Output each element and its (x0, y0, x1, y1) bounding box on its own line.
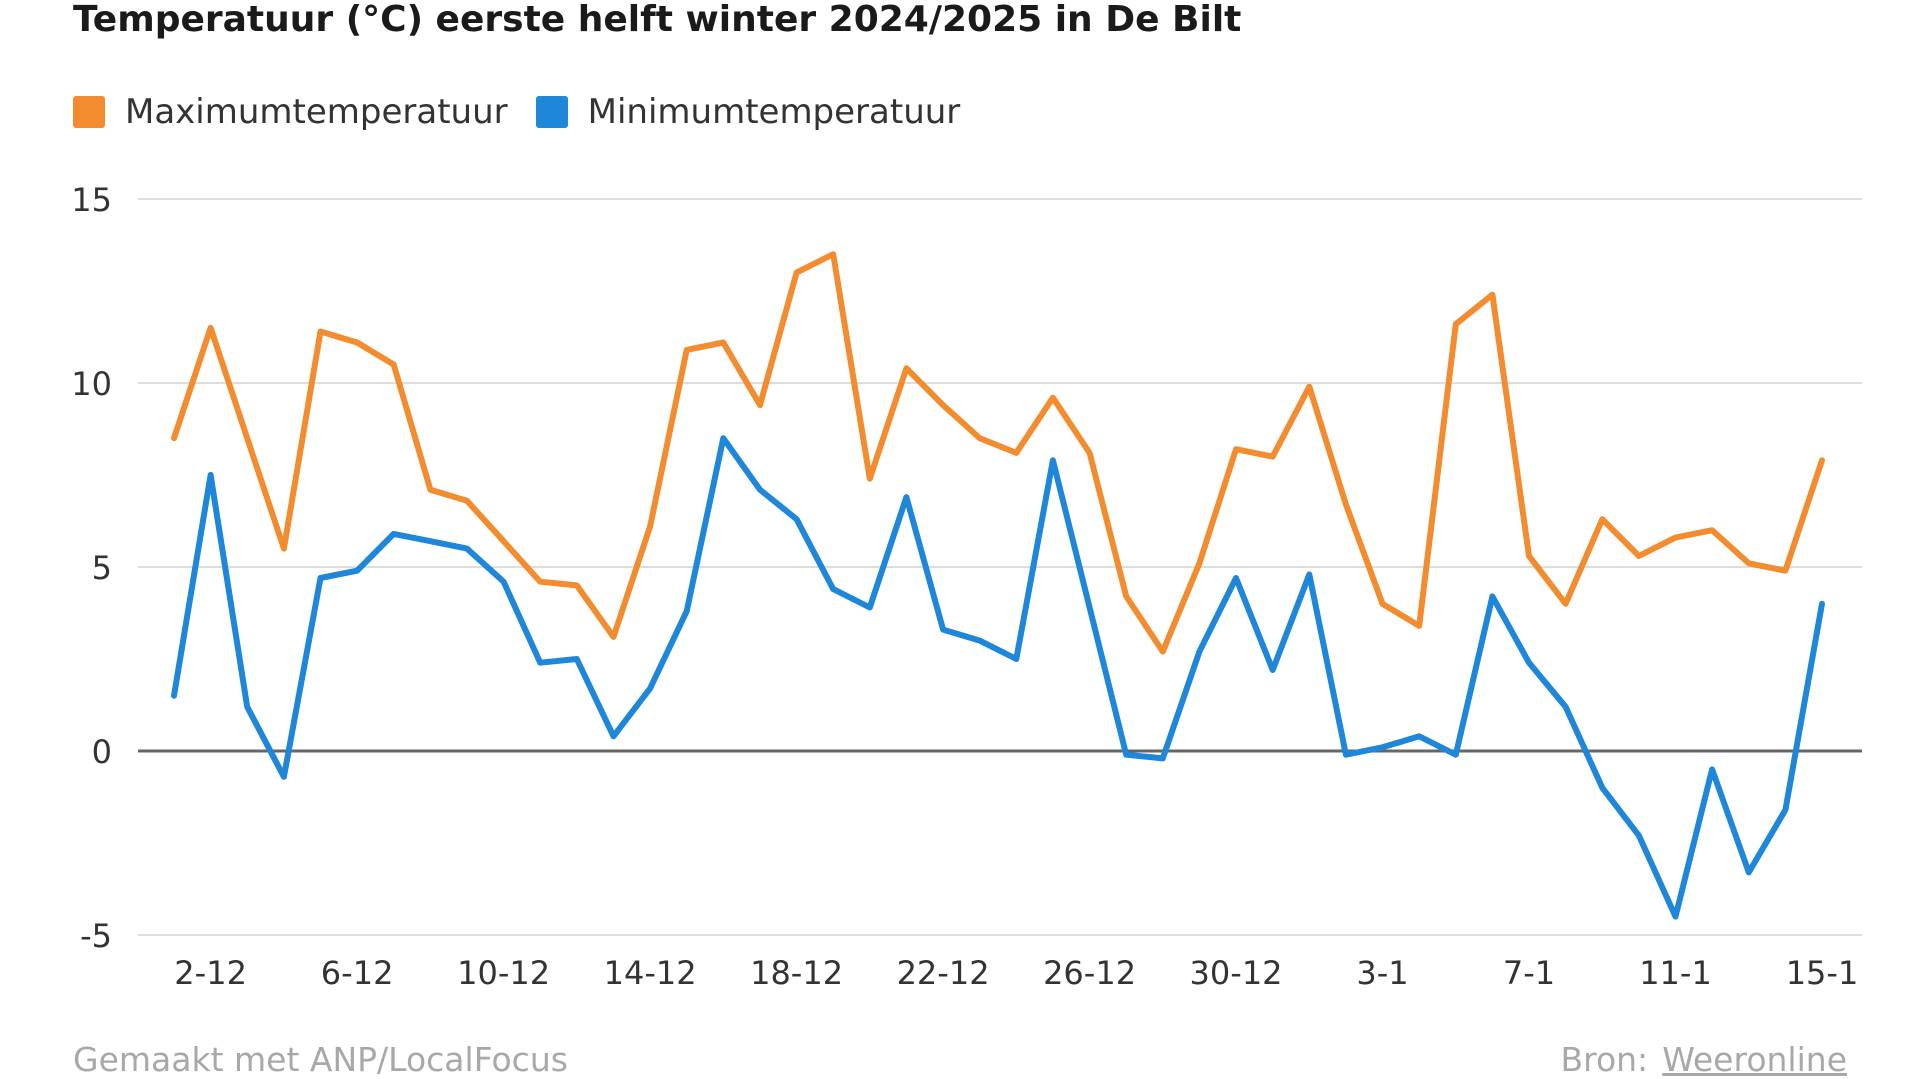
x-tick-label: 26-12 (1043, 954, 1136, 992)
y-tick-label: 5 (92, 549, 112, 587)
y-tick-label: 15 (71, 181, 112, 219)
x-tick-label: 3-1 (1356, 954, 1408, 992)
chart-legend: Maximumtemperatuur Minimumtemperatuur (73, 92, 988, 132)
x-tick-label: 14-12 (604, 954, 697, 992)
legend-swatch-max (73, 96, 105, 128)
x-tick-label: 22-12 (897, 954, 990, 992)
source-label: Bron: (1560, 1040, 1649, 1079)
legend-swatch-min (535, 96, 568, 128)
y-tick-label: 10 (71, 365, 112, 403)
x-tick-label: 10-12 (457, 954, 550, 992)
legend-item-min[interactable]: Minimumtemperatuur (535, 92, 961, 132)
footer-source: Bron: Weeronline (1560, 1040, 1847, 1079)
chart-title: Temperatuur (°C) eerste helft winter 202… (73, 0, 1242, 40)
legend-item-max[interactable]: Maximumtemperatuur (73, 92, 508, 132)
footer-credit: Gemaakt met ANP/LocalFocus (73, 1040, 568, 1079)
x-tick-label: 7-1 (1503, 954, 1555, 992)
y-tick-label: 0 (92, 733, 112, 771)
x-tick-label: 18-12 (750, 954, 843, 992)
legend-label-min: Minimumtemperatuur (587, 92, 961, 132)
series-line-max[interactable] (171, 251, 1825, 655)
x-tick-label: 2-12 (174, 954, 247, 992)
x-tick-label: 6-12 (321, 954, 394, 992)
x-tick-label: 30-12 (1190, 954, 1283, 992)
source-link[interactable]: Weeronline (1662, 1040, 1847, 1079)
x-tick-label: 11-1 (1639, 954, 1712, 992)
legend-label-max: Maximumtemperatuur (125, 92, 508, 132)
series-line-min[interactable] (171, 435, 1825, 920)
x-tick-label: 15-1 (1786, 954, 1859, 992)
y-tick-label: -5 (80, 917, 112, 955)
